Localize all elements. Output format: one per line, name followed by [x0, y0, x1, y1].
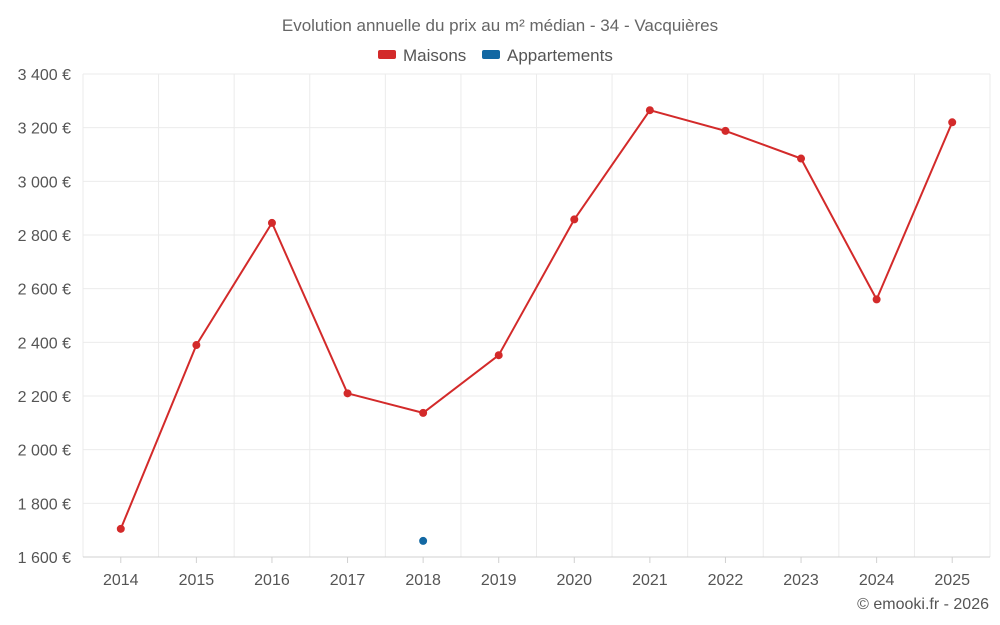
y-tick-label: 1 800 €: [18, 496, 71, 513]
x-tick-label: 2022: [708, 572, 744, 589]
data-point-maisons-2020[interactable]: [570, 215, 579, 224]
data-point-maisons-2014[interactable]: [116, 524, 125, 533]
series-line-maisons: [119, 109, 954, 530]
data-point-maisons-2016[interactable]: [267, 218, 276, 227]
legend-swatch-maisons: [378, 50, 396, 59]
x-tick-label: 2024: [859, 572, 895, 589]
x-tick-label: 2023: [783, 572, 819, 589]
x-tick-label: 2021: [632, 572, 668, 589]
data-point-maisons-2015[interactable]: [192, 341, 201, 350]
chart-title: Evolution annuelle du prix au m² médian …: [282, 16, 718, 35]
legend: Maisons Appartements: [378, 46, 613, 65]
x-tick-label: 2014: [103, 572, 139, 589]
x-tick-label: 2020: [556, 572, 592, 589]
x-tick-label: 2018: [405, 572, 441, 589]
y-tick-label: 1 600 €: [18, 550, 71, 567]
legend-item-appartements[interactable]: Appartements: [507, 46, 613, 65]
y-axis: 1 600 € 1 800 € 2 000 € 2 200 € 2 400 € 2 600…: [18, 67, 71, 567]
x-tick-label: 2015: [179, 572, 215, 589]
y-tick-label: 3 000 €: [18, 174, 71, 191]
legend-swatch-appartements: [482, 50, 500, 59]
y-tick-label: 3 200 €: [18, 121, 71, 138]
x-tick-label: 2016: [254, 572, 290, 589]
x-tick-label: 2017: [330, 572, 366, 589]
data-point-appartements-2018[interactable]: [419, 536, 428, 545]
y-tick-label: 2 000 €: [18, 443, 71, 460]
data-point-maisons-2024[interactable]: [872, 295, 881, 304]
data-point-maisons-2017[interactable]: [343, 389, 352, 398]
y-tick-label: 3 400 €: [18, 67, 71, 84]
x-axis: 2014 2015 2016 2017 2018 2019 2020 2021 2022 2023…: [83, 556, 990, 589]
credit-text: © emooki.fr - 2026: [857, 596, 989, 613]
y-tick-label: 2 200 €: [18, 389, 71, 406]
data-point-maisons-2019[interactable]: [494, 351, 503, 360]
data-point-maisons-2022[interactable]: [721, 126, 730, 135]
y-tick-label: 2 400 €: [18, 335, 71, 352]
series: [116, 106, 957, 545]
legend-item-maisons[interactable]: Maisons: [403, 46, 466, 65]
x-tick-label: 2025: [934, 572, 970, 589]
data-point-maisons-2025[interactable]: [948, 118, 957, 127]
x-tick-label: 2019: [481, 572, 517, 589]
data-point-maisons-2021[interactable]: [645, 106, 654, 115]
grid: [82, 73, 991, 558]
data-point-maisons-2023[interactable]: [797, 154, 806, 163]
y-tick-label: 2 600 €: [18, 282, 71, 299]
data-point-maisons-2018[interactable]: [419, 408, 428, 417]
y-tick-label: 2 800 €: [18, 228, 71, 245]
